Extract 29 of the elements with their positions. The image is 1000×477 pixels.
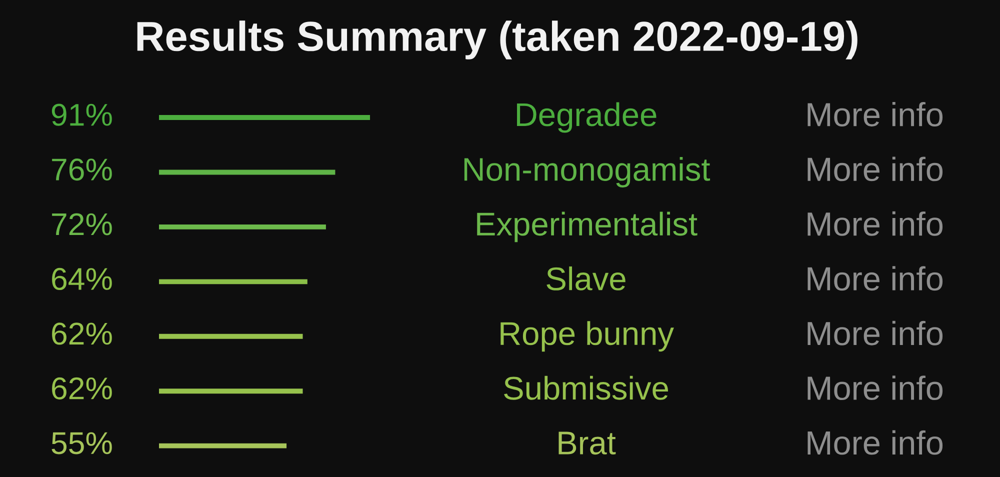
data-label: 55%	[52, 432, 112, 454]
text: More info	[808, 376, 943, 400]
y-tick-label: Rope bunny	[500, 321, 674, 352]
text: More info	[808, 266, 943, 291]
data-label: 72%	[52, 213, 112, 236]
text: More info	[808, 102, 943, 126]
data-label: 62%	[52, 377, 112, 400]
bar	[159, 170, 336, 175]
y-tick-label: Experimentalist	[477, 212, 698, 242]
y-tick-label: Non-monogamist	[464, 157, 710, 188]
text: More info	[808, 156, 943, 182]
text: Results Summary (taken 2022-09-19)	[137, 20, 858, 60]
data-label: 64%	[52, 268, 112, 290]
y-tick-label: Degradee	[517, 102, 656, 133]
bar	[159, 279, 308, 284]
bar	[159, 443, 287, 448]
y-tick-label: Slave	[546, 266, 626, 290]
data-label: 62%	[52, 322, 112, 345]
text: More info	[808, 320, 943, 346]
data-label: 91%	[52, 104, 112, 126]
bar	[159, 334, 303, 339]
text: More info	[808, 211, 943, 236]
y-tick-label: Brat	[558, 432, 616, 455]
data-label: 76%	[52, 158, 112, 181]
bar	[159, 388, 303, 394]
text: More info	[808, 430, 943, 455]
y-tick-label: Submissive	[504, 376, 668, 400]
bar	[159, 115, 370, 120]
bar	[159, 224, 326, 230]
